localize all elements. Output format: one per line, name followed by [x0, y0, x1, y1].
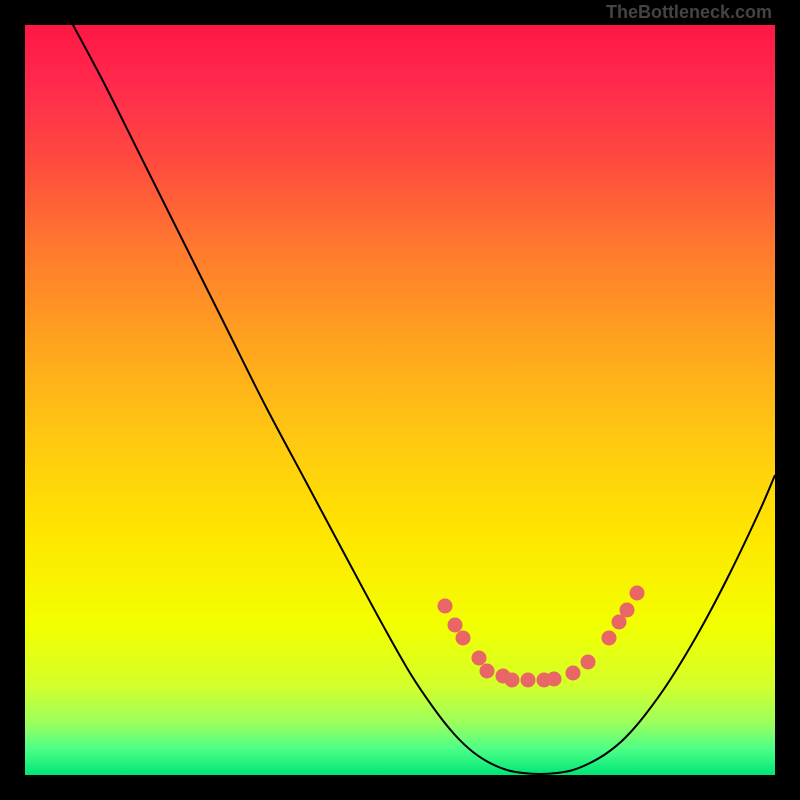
watermark-text: TheBottleneck.com: [606, 2, 772, 23]
curve-marker: [456, 631, 470, 645]
curve-marker: [472, 651, 486, 665]
curve-marker: [438, 599, 452, 613]
frame-right: [775, 0, 800, 800]
curve-marker: [505, 673, 519, 687]
curve-marker: [620, 603, 634, 617]
curve-marker: [448, 618, 462, 632]
curve-marker: [581, 655, 595, 669]
frame-left: [0, 0, 25, 800]
frame-bottom: [0, 775, 800, 800]
bottleneck-curve: [25, 25, 775, 775]
curve-marker: [521, 673, 535, 687]
curve-marker: [547, 672, 561, 686]
curve-marker: [602, 631, 616, 645]
curve-marker: [480, 664, 494, 678]
curve-marker: [630, 586, 644, 600]
curve-marker: [566, 666, 580, 680]
curve-marker: [612, 615, 626, 629]
